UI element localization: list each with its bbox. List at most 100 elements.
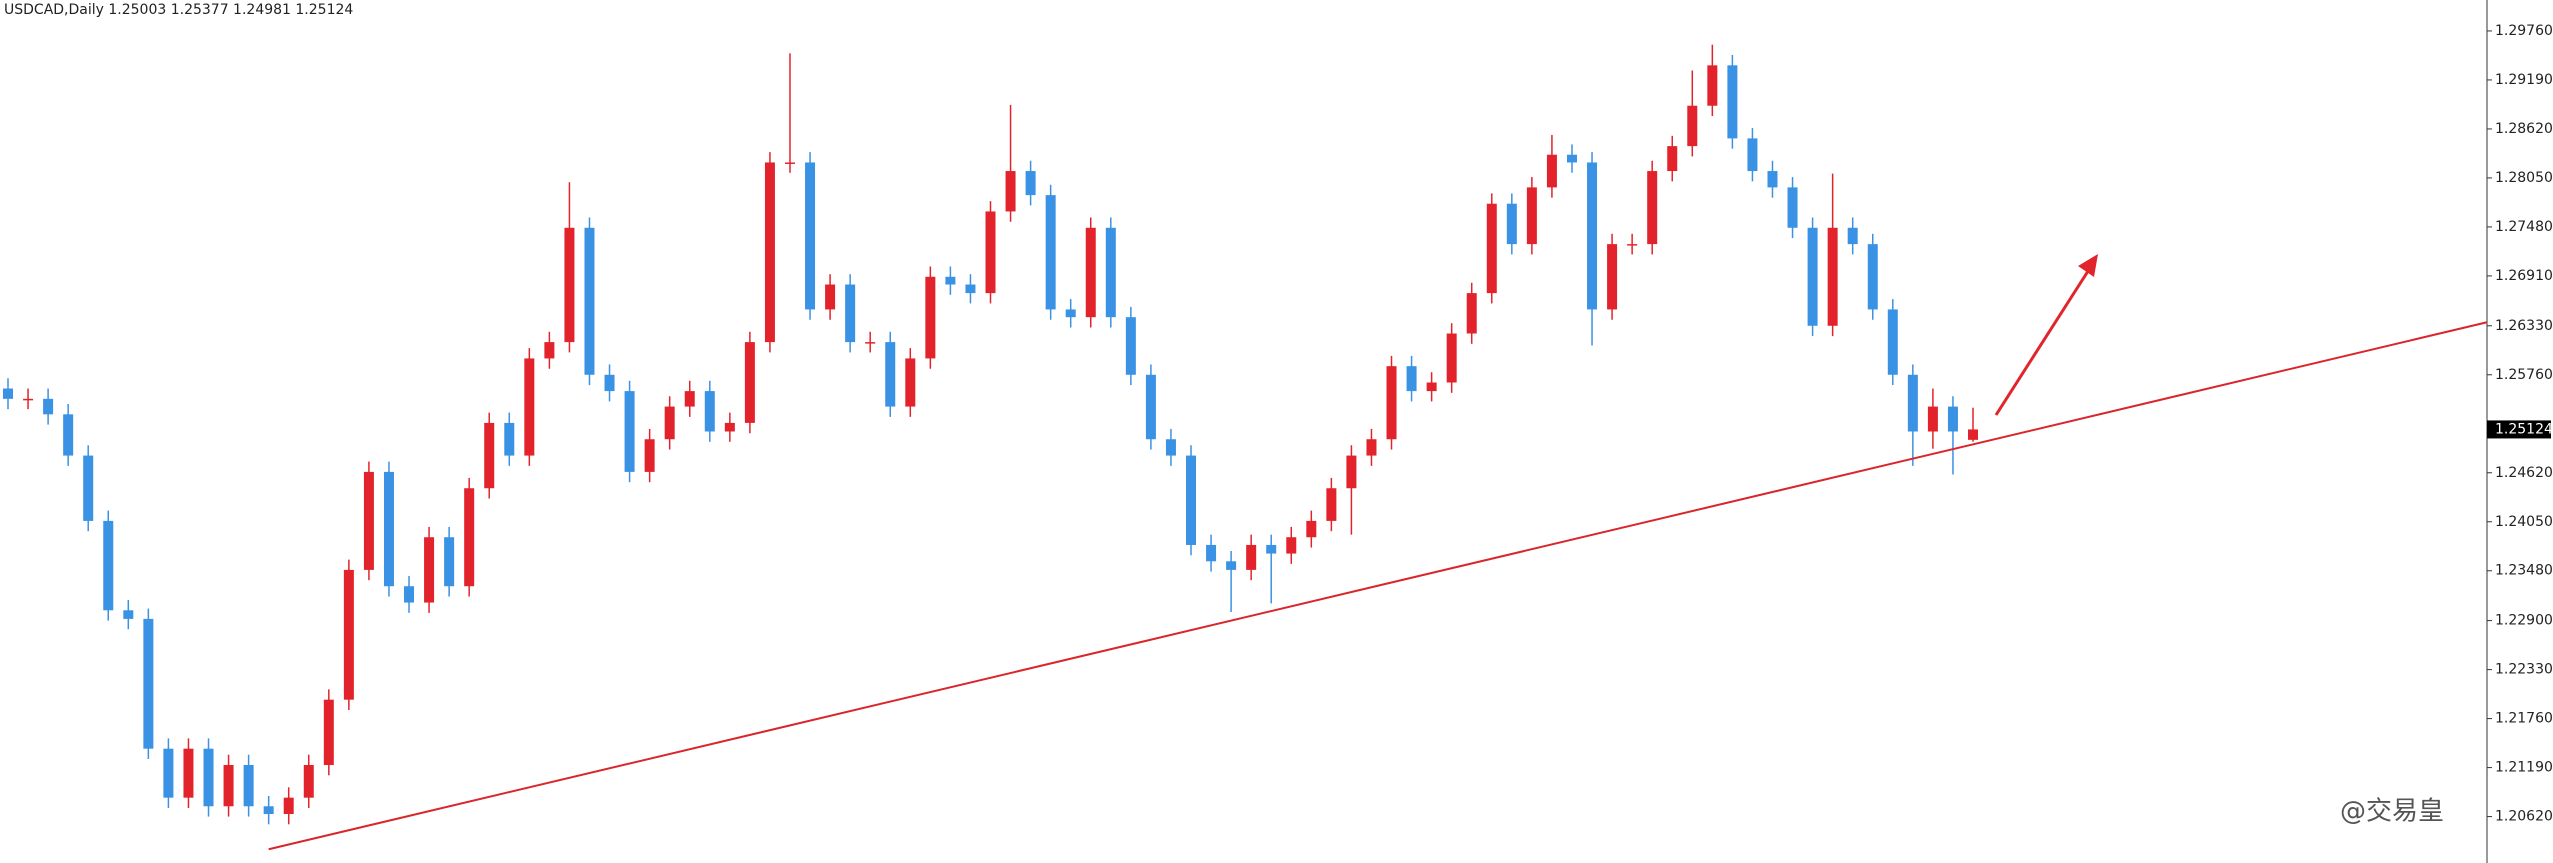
candle-body bbox=[584, 227, 595, 375]
candle-body bbox=[1687, 105, 1698, 147]
candle-body bbox=[1246, 544, 1257, 570]
candle-body bbox=[243, 765, 254, 807]
y-tick-label: 1.26330 bbox=[2495, 318, 2553, 334]
candle-body bbox=[404, 586, 415, 603]
candle-body bbox=[985, 211, 996, 294]
candle-body bbox=[945, 276, 956, 285]
candle-body bbox=[1025, 171, 1036, 196]
candle-body bbox=[1566, 154, 1577, 163]
candle-body bbox=[1226, 561, 1237, 570]
candle-body bbox=[424, 537, 435, 603]
candle-body bbox=[784, 162, 795, 164]
candle-body bbox=[1867, 244, 1878, 310]
watermark: @交易皇 bbox=[2340, 797, 2444, 827]
candle-body bbox=[1807, 227, 1818, 326]
candle-body bbox=[524, 358, 535, 456]
candle-body bbox=[1727, 65, 1738, 139]
candle-body bbox=[664, 406, 675, 440]
candle-body bbox=[363, 471, 374, 570]
candle-body bbox=[223, 765, 234, 807]
last-price-box bbox=[2487, 420, 2551, 439]
y-tick-label: 1.21190 bbox=[2495, 760, 2553, 776]
candle-body bbox=[1827, 227, 1838, 326]
candle-body bbox=[1887, 309, 1898, 375]
candle-body bbox=[764, 162, 775, 343]
candle-body bbox=[724, 422, 735, 432]
y-tick-label: 1.28620 bbox=[2495, 121, 2553, 137]
candle-body bbox=[383, 471, 394, 587]
candle-body bbox=[1346, 455, 1357, 489]
candle-body bbox=[644, 439, 655, 472]
candle-body bbox=[1847, 227, 1858, 245]
candle-body bbox=[684, 391, 695, 407]
candle-body bbox=[3, 388, 13, 399]
candle-body bbox=[1446, 333, 1457, 383]
candle-body bbox=[1286, 537, 1297, 554]
candle-body bbox=[564, 227, 575, 343]
candle-body bbox=[704, 391, 715, 432]
y-tick-label: 1.26910 bbox=[2495, 268, 2553, 284]
candle-body bbox=[805, 162, 816, 310]
y-tick-label: 1.29190 bbox=[2495, 72, 2553, 88]
candle-body bbox=[1627, 244, 1638, 246]
candle-body bbox=[1907, 374, 1918, 432]
candle-body bbox=[123, 610, 134, 619]
candle-body bbox=[1466, 293, 1477, 334]
candle-body bbox=[1406, 366, 1417, 392]
candle-body bbox=[1266, 544, 1277, 554]
y-tick-label: 1.29760 bbox=[2495, 23, 2553, 39]
y-tick-label: 1.25760 bbox=[2495, 367, 2553, 383]
candle-body bbox=[1667, 146, 1678, 172]
candle-body bbox=[1125, 317, 1136, 375]
candle-body bbox=[604, 374, 615, 392]
candle-body bbox=[43, 398, 54, 415]
candle-body bbox=[444, 537, 455, 587]
y-tick-label: 1.20620 bbox=[2495, 809, 2553, 825]
candle-body bbox=[925, 276, 936, 359]
candle-body bbox=[1968, 429, 1978, 440]
candle-body bbox=[83, 455, 94, 521]
y-tick-label: 1.24620 bbox=[2495, 465, 2553, 481]
candle-body bbox=[1927, 406, 1938, 432]
candle-body bbox=[1747, 138, 1758, 172]
candle-body bbox=[63, 414, 74, 456]
candle-body bbox=[263, 806, 274, 815]
candle-body bbox=[1145, 374, 1156, 440]
candle-body bbox=[1506, 203, 1517, 245]
candle-body bbox=[143, 618, 154, 749]
candle-body bbox=[1005, 171, 1016, 212]
y-tick-label: 1.28050 bbox=[2495, 170, 2553, 186]
candle-body bbox=[965, 284, 976, 294]
candle-body bbox=[1587, 162, 1598, 310]
candle-body bbox=[1426, 382, 1437, 392]
candle-body bbox=[1787, 187, 1798, 228]
last-price-label: 1.25124 bbox=[2495, 421, 2553, 437]
arrow-shaft bbox=[1994, 267, 2092, 416]
candle-body bbox=[544, 342, 555, 359]
candle-body bbox=[885, 342, 896, 407]
y-tick-label: 1.27480 bbox=[2495, 219, 2553, 235]
candle-body bbox=[825, 284, 836, 310]
candle-body bbox=[163, 748, 174, 798]
candle-body bbox=[624, 391, 635, 472]
candle-body bbox=[1085, 227, 1096, 318]
candle-body bbox=[484, 422, 495, 489]
candle-body bbox=[1065, 309, 1076, 318]
candle-body bbox=[1386, 366, 1397, 440]
candle-body bbox=[1607, 244, 1618, 310]
candle-body bbox=[744, 342, 755, 423]
y-tick-label: 1.23480 bbox=[2495, 563, 2553, 579]
annotation-arrow bbox=[1994, 254, 2098, 416]
candle-body bbox=[103, 520, 114, 611]
candle-body bbox=[1105, 227, 1116, 318]
y-tick-label: 1.22900 bbox=[2495, 613, 2553, 629]
candle-body bbox=[1647, 171, 1658, 245]
candle-body bbox=[1526, 187, 1537, 245]
candle-body bbox=[1767, 171, 1778, 188]
candle-body bbox=[1486, 203, 1497, 294]
trendline bbox=[268, 321, 2488, 851]
candle-body bbox=[183, 748, 194, 798]
candle-body bbox=[1707, 65, 1718, 106]
